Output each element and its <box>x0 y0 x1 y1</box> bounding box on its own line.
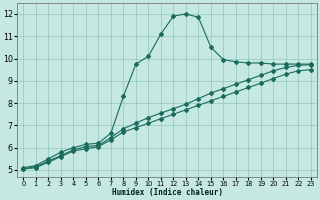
X-axis label: Humidex (Indice chaleur): Humidex (Indice chaleur) <box>112 188 223 197</box>
